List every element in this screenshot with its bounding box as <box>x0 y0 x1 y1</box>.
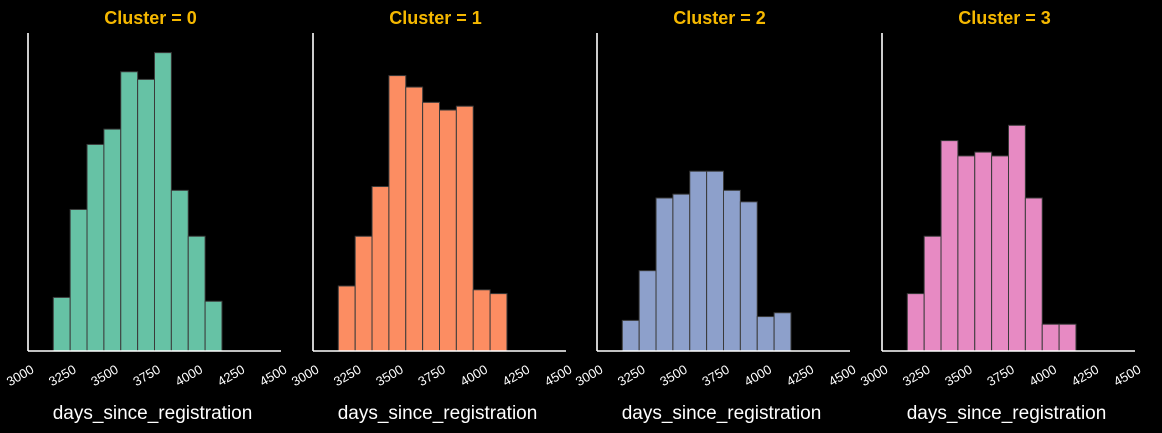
x-tick-label: 4250 <box>1069 362 1102 389</box>
panel-title: Cluster = 3 <box>958 8 1051 28</box>
panel-title: Cluster = 1 <box>389 8 482 28</box>
histogram-bar <box>957 155 976 352</box>
histogram-bar <box>940 140 959 352</box>
x-tick-label: 4500 <box>826 362 859 389</box>
x-tick-label: 3250 <box>46 362 79 389</box>
histogram-bar <box>489 293 508 352</box>
x-axis-label: days_since_registration <box>338 403 538 424</box>
histogram-bar <box>103 128 122 352</box>
histogram-bar <box>723 189 741 352</box>
histogram-bar <box>472 289 491 352</box>
x-tick-label: 3250 <box>900 362 933 389</box>
histogram-bar <box>120 71 139 352</box>
panel-cluster-3: Cluster = 3 3000 3250 3500 3750 4000 4250 4500d… <box>858 8 1144 424</box>
histogram-bar <box>638 270 657 352</box>
histogram-bar <box>923 235 942 352</box>
x-tick-label: 4000 <box>173 362 206 389</box>
x-tick-label: 3750 <box>699 362 732 389</box>
panel-title: Cluster = 2 <box>673 8 766 28</box>
x-tick-label: 4500 <box>542 362 575 389</box>
histogram-bar <box>422 101 440 352</box>
histogram-bar <box>455 105 474 352</box>
x-tick-label: 4250 <box>784 362 817 389</box>
x-tick-label: 4000 <box>1027 362 1060 389</box>
histogram-bar <box>739 201 758 352</box>
x-tick-label: 4000 <box>742 362 775 389</box>
x-tick-label: 3750 <box>130 362 163 389</box>
x-axis-label: days_since_registration <box>53 403 253 424</box>
panel-cluster-0: Cluster = 0 3000 3250 3500 3750 4000 4250 4500d… <box>4 8 290 424</box>
x-tick-label: 3000 <box>573 362 606 389</box>
x-tick-label: 4500 <box>1111 362 1144 389</box>
histogram-bar <box>621 319 640 352</box>
panel-cluster-1: Cluster = 1 3000 3250 3500 3750 4000 4250 4500d… <box>289 8 575 424</box>
x-tick-label: 3500 <box>657 362 690 389</box>
histogram-bar <box>154 52 172 352</box>
histogram-bar <box>439 109 457 352</box>
histogram-bar <box>388 75 407 352</box>
histogram-bar <box>689 170 708 352</box>
x-tick-label: 3500 <box>373 362 406 389</box>
histogram-bar <box>1024 197 1043 352</box>
x-tick-label: 3750 <box>415 362 448 389</box>
panel-cluster-2: Cluster = 2 3000 3250 3500 3750 4000 4250 4500d… <box>573 8 859 424</box>
histogram-bar <box>991 155 1010 352</box>
histogram-bar <box>187 235 206 352</box>
histogram-bar <box>1008 124 1026 352</box>
histogram-bar <box>1058 323 1077 352</box>
panel-title: Cluster = 0 <box>104 8 197 28</box>
histogram-bar <box>773 312 792 352</box>
histogram-bar <box>337 285 356 352</box>
histogram-bar <box>170 189 189 352</box>
histogram-bar <box>52 296 71 352</box>
x-tick-label: 3000 <box>858 362 891 389</box>
histogram-bar <box>137 78 155 352</box>
histogram-bar <box>672 193 691 352</box>
histogram-bar <box>706 170 725 352</box>
x-tick-label: 3750 <box>984 362 1017 389</box>
x-tick-label: 3250 <box>615 362 648 389</box>
x-tick-label: 4000 <box>458 362 491 389</box>
histogram-bar <box>69 208 88 352</box>
histogram-bar <box>371 186 390 352</box>
x-tick-label: 3500 <box>88 362 121 389</box>
x-tick-label: 4250 <box>500 362 533 389</box>
histogram-bar <box>405 86 424 352</box>
x-tick-label: 3000 <box>289 362 322 389</box>
histogram-bar <box>756 316 775 352</box>
histogram-bar <box>655 197 674 352</box>
x-axis-label: days_since_registration <box>907 403 1107 424</box>
histogram-bar <box>906 293 925 352</box>
x-axis-label: days_since_registration <box>622 403 822 424</box>
x-tick-label: 3250 <box>331 362 364 389</box>
x-tick-label: 3500 <box>942 362 975 389</box>
histogram-bar <box>354 235 373 352</box>
histogram-bar <box>974 151 993 352</box>
x-tick-label: 4500 <box>257 362 290 389</box>
x-tick-label: 3000 <box>4 362 37 389</box>
histogram-bar <box>1041 323 1060 352</box>
x-tick-label: 4250 <box>215 362 248 389</box>
histogram-bar <box>86 143 105 352</box>
histogram-bar <box>204 300 223 352</box>
